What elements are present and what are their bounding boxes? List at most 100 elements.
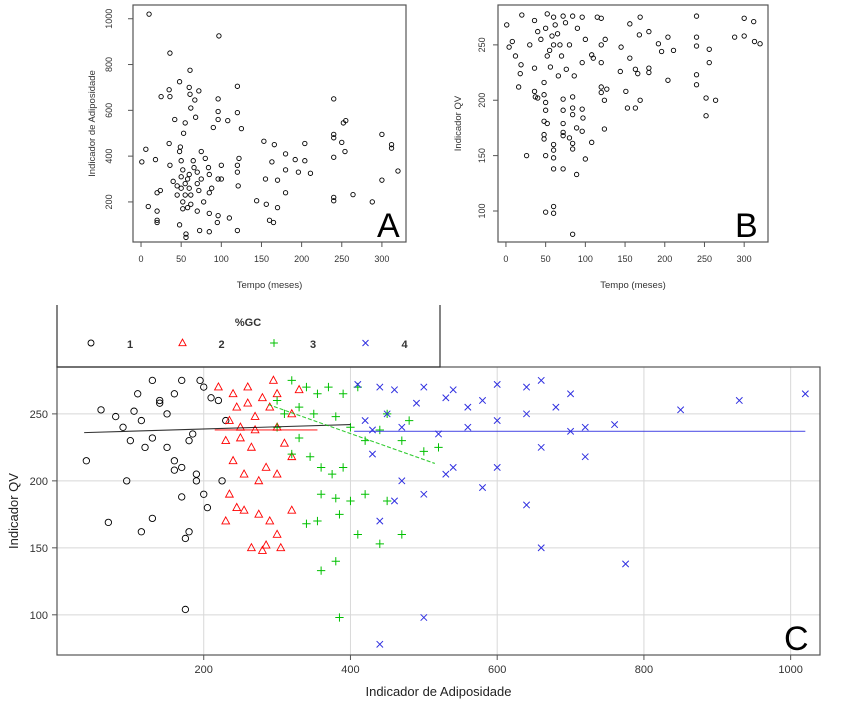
data-point [434,443,443,452]
data-point [404,416,414,425]
data-point [327,470,337,479]
x-tick-label: 800 [635,664,653,676]
x-tick-label: 600 [488,664,506,676]
data-point [206,171,212,178]
data-point [567,390,575,398]
data-point [509,38,515,45]
data-point [294,433,304,443]
data-point [655,41,662,47]
data-point [542,152,549,159]
data-point [665,77,671,83]
data-point [234,227,241,234]
data-point [178,158,184,164]
data-point [302,519,311,528]
fit-line-1 [84,424,351,434]
y-tick-label: 200 [30,476,48,488]
y-tick-label: 250 [30,409,48,421]
data-point [331,96,337,102]
data-point [412,399,421,407]
x-tick-label: 0 [139,254,144,264]
data-point [176,79,183,85]
data-point [272,388,282,398]
data-point [272,469,282,478]
data-point [263,201,269,207]
data-point [589,52,595,58]
data-point [375,539,384,548]
data-point [531,17,538,24]
data-point [376,517,384,525]
data-point [706,46,712,52]
data-point [148,514,157,523]
data-point [549,33,555,39]
x-tick-label: 200 [657,254,672,264]
data-point [287,451,297,461]
data-point [693,72,700,78]
data-point [234,109,241,116]
data-point [560,120,566,127]
data-point [167,162,173,168]
data-point [186,185,192,191]
data-point [579,128,585,134]
data-point [569,146,576,152]
data-point [192,477,201,485]
data-point [331,198,337,204]
data-point [573,171,580,178]
y-tick-label: 100 [477,203,487,218]
legend-frame [56,305,441,368]
data-point [196,187,202,194]
data-point [123,477,131,485]
data-point [186,84,192,91]
data-point [250,411,260,420]
data-point [388,142,395,148]
data-point [515,84,522,90]
fit-line-3 [268,403,436,464]
data-point [282,151,289,157]
data-point [390,497,399,505]
data-point [272,529,282,538]
data-point [205,164,212,171]
data-point [442,394,450,402]
data-point [139,159,145,165]
data-point [130,407,138,415]
data-point [234,169,241,175]
data-point [134,390,142,398]
data-point [339,139,345,146]
data-point [167,93,173,100]
data-point [555,73,562,79]
data-point [751,38,758,45]
data-point [154,219,160,226]
scatter-points [504,11,763,237]
data-point [246,542,257,552]
series-3 [272,376,443,622]
data-point [442,470,450,478]
data-point [196,88,202,94]
data-point [693,43,700,49]
data-point [216,33,222,39]
data-point [369,199,375,205]
data-point [178,376,186,385]
data-point [522,501,531,509]
data-point [246,442,257,451]
data-point [187,67,193,73]
plot-frame [56,366,821,656]
data-point [265,515,275,525]
data-point [331,194,337,200]
data-point [541,136,547,142]
data-point [522,410,531,418]
data-point [154,217,160,223]
data-point [379,131,385,138]
data-point [234,83,241,89]
data-point [224,415,235,424]
data-point [340,120,347,126]
data-point [569,94,576,100]
data-point [368,450,377,458]
data-point [184,205,191,211]
data-point [420,490,428,498]
plot-frame [497,4,769,243]
data-point [604,86,610,92]
data-point [294,403,304,412]
data-point [196,227,203,234]
data-point [178,174,184,180]
data-point [214,219,220,226]
data-point [550,14,557,20]
